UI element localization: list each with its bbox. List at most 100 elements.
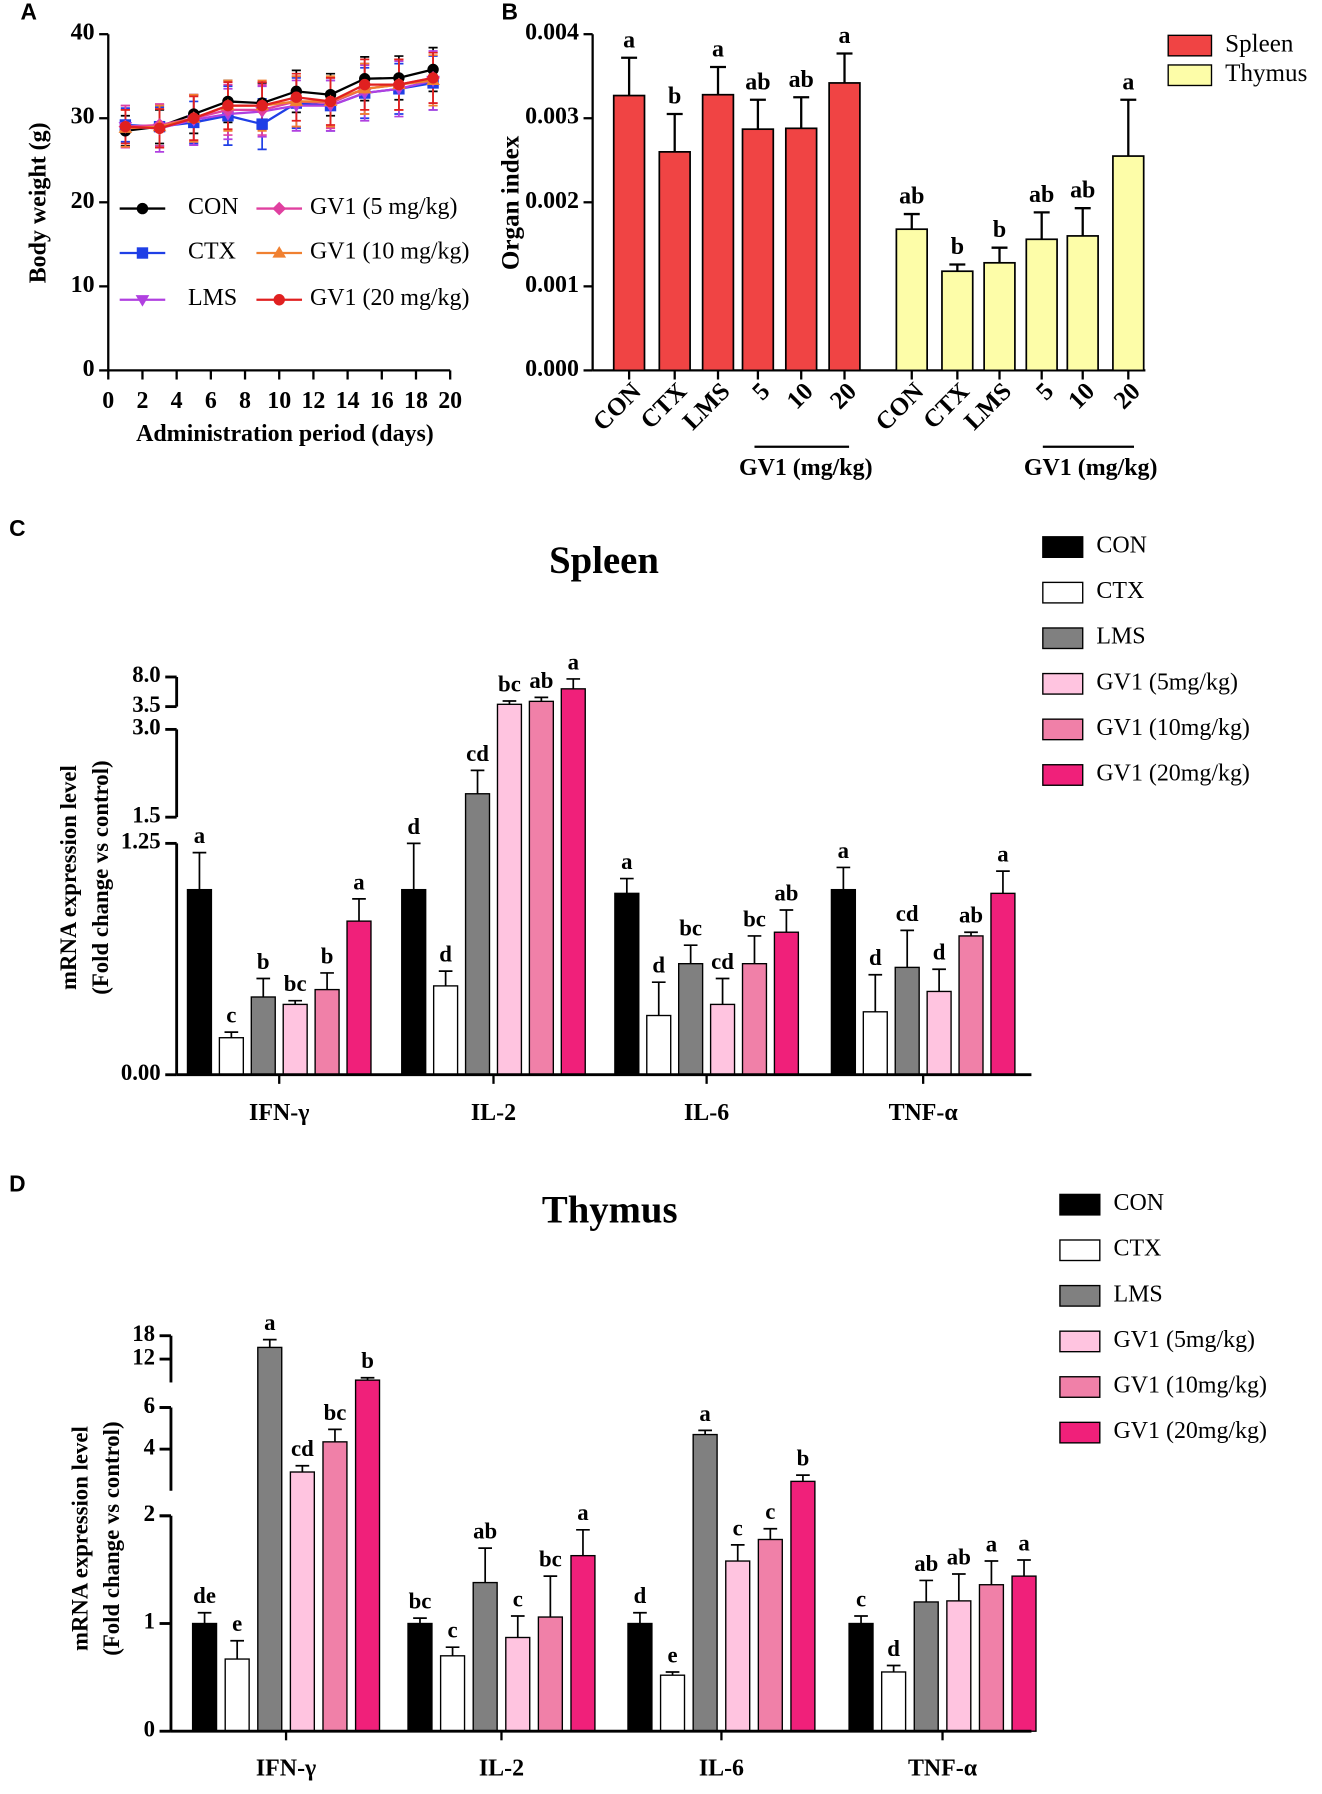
bar [1066,235,1099,372]
y-axis-label: Organ index [498,135,525,270]
y-tick-label: 2 [144,1501,155,1526]
bar-letter: cd [466,741,489,766]
legend-label: GV1 (10mg/kg) [1096,715,1249,741]
bar [983,261,1016,372]
bar-letter: b [361,1348,374,1373]
panel-label: B [501,0,517,25]
bar-letter: cd [711,949,734,974]
error-bar [295,1464,310,1473]
legend-label: GV1 (10mg/kg) [1113,1372,1266,1398]
bar-letter: a [353,869,365,894]
bar [614,892,640,1076]
x-tick-label: IFN-γ [249,1100,309,1126]
legend-label: CON [1113,1190,1164,1216]
error-bar [576,1528,590,1556]
error-bar [886,1664,901,1672]
bar [709,1003,736,1076]
error-bar [621,56,638,96]
y-tick-label: 0.004 [525,20,579,46]
y-axis-label: (Fold change vs control) [99,1421,124,1655]
error-bar [470,769,485,794]
error-bar [328,1428,342,1442]
bar-letter: cd [896,901,919,926]
bar-letter: cd [291,1436,314,1461]
error-bar [919,1579,934,1602]
y-tick-label: 2 [144,1501,155,1526]
y-tick-label: 3.5 [132,692,160,717]
marker [119,120,132,133]
legend-marker [135,295,150,307]
error-bar [619,877,634,894]
error-bar [1017,1559,1031,1577]
bar-letter: a [699,1401,711,1426]
y-tick-label: 40 [71,20,95,46]
error-bar [949,263,966,272]
y-tick-label: 18 [132,1321,155,1346]
marker [324,95,337,108]
error-bar [438,970,453,986]
y-tick-label: 6 [144,1393,155,1418]
bar-letter: c [513,1586,523,1611]
marker [153,122,166,135]
error-bar [666,112,683,152]
bar [250,996,276,1076]
group-label: GV1 (mg/kg) [739,455,873,481]
bar [773,931,800,1076]
y-tick-label: 0.001 [525,272,579,298]
legend-marker [136,247,149,259]
bar-letter: bc [324,1400,347,1425]
bar-letter: a [997,842,1009,867]
bar-letter: a [568,649,580,674]
x-tick-label: IFN-γ [256,1755,316,1781]
error-bar [320,972,334,990]
bar [978,1584,1005,1732]
x-tick-label: 2 [136,388,148,414]
y-tick-label: 0 [144,1716,155,1741]
x-tick-label: CON [588,378,646,436]
x-tick-label: 10 [1063,378,1100,415]
bar [678,963,704,1076]
error-bar [698,1429,712,1435]
error-bar [406,842,421,890]
y-tick-label: 0.000 [525,356,579,382]
bar-letter: c [733,1515,743,1540]
y-tick-label: 8.0 [132,662,160,687]
y-tick-label: 10 [71,272,95,298]
error-bar [445,1646,460,1656]
bar [496,703,523,1076]
legend-label: GV1 (5mg/kg) [1096,669,1238,695]
y-axis-label: mRNA expression level [67,1426,92,1651]
bar [464,793,491,1076]
chart-title: Spleen [549,539,659,582]
legend-label: GV1 (20mg/kg) [1113,1418,1266,1444]
bar-letter: ab [899,184,924,210]
bar-letter: d [652,953,665,978]
error-bar [352,898,366,922]
legend-swatch [1059,1330,1101,1353]
x-tick-label: 6 [205,388,217,414]
y-axis-label: (Fold change vs control) [88,760,113,994]
bar-letter: d [439,942,452,967]
x-tick-label: 18 [404,388,428,414]
bar [218,1037,245,1076]
bar [941,270,974,372]
y-tick-label: 6 [144,1393,155,1418]
bar [895,228,929,372]
bar-letter: bc [284,971,307,996]
bar-letter: b [321,943,334,968]
bar-letter: c [856,1586,866,1611]
bar [913,1601,939,1732]
y-tick-label: 12 [132,1344,155,1369]
y-tick-label: 30 [71,104,95,130]
error-bar [256,977,271,998]
error-bar [984,1560,999,1585]
bar-letter: ab [1070,178,1095,204]
x-tick-label: 20 [825,378,862,415]
legend-label: LMS [188,285,237,311]
bar-letter: e [232,1611,242,1636]
bar-letter: d [887,1636,900,1661]
bar-letter: bc [539,1547,562,1572]
bar [830,888,857,1076]
x-tick-label: 10 [782,378,819,415]
